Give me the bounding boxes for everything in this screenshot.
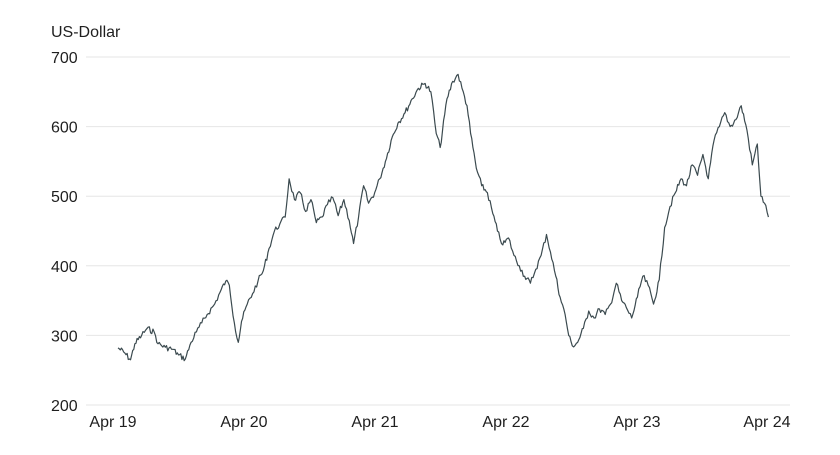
- x-tick-label: Apr 24: [743, 414, 790, 431]
- gridlines: [86, 56, 790, 406]
- x-tick-label: Apr 20: [220, 414, 267, 431]
- x-tick-label: Apr 19: [89, 414, 136, 431]
- x-tick-label: Apr 23: [613, 414, 660, 431]
- x-tick-label: Apr 21: [351, 414, 398, 431]
- y-tick-label: 200: [51, 398, 78, 415]
- y-axis-ticks: 200 300 400 500 600 700: [51, 50, 78, 415]
- y-tick-label: 700: [51, 50, 78, 67]
- price-series-line: [117, 73, 770, 362]
- y-tick-label: 400: [51, 259, 78, 276]
- x-tick-label: Apr 22: [482, 414, 529, 431]
- x-axis-ticks: Apr 19 Apr 20 Apr 21 Apr 22 Apr 23 Apr 24: [89, 414, 790, 431]
- y-axis-unit-label: US-Dollar: [51, 24, 121, 41]
- y-tick-label: 300: [51, 328, 78, 345]
- y-tick-label: 500: [51, 189, 78, 206]
- y-tick-label: 600: [51, 120, 78, 137]
